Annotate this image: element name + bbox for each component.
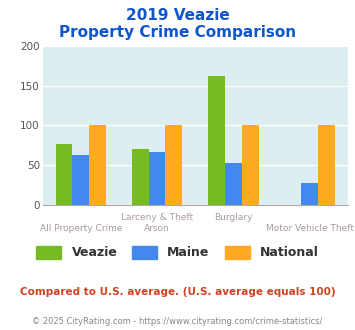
Bar xyxy=(301,183,318,205)
Text: Larceny & Theft: Larceny & Theft xyxy=(121,213,193,222)
Bar xyxy=(225,163,242,205)
Bar xyxy=(318,125,335,205)
Bar xyxy=(165,125,182,205)
Text: Burglary: Burglary xyxy=(214,213,253,222)
Text: © 2025 CityRating.com - https://www.cityrating.com/crime-statistics/: © 2025 CityRating.com - https://www.city… xyxy=(32,317,323,326)
Bar xyxy=(242,125,258,205)
Bar xyxy=(208,76,225,205)
Text: Compared to U.S. average. (U.S. average equals 100): Compared to U.S. average. (U.S. average … xyxy=(20,287,335,297)
Text: Property Crime Comparison: Property Crime Comparison xyxy=(59,25,296,40)
Bar xyxy=(132,149,149,205)
Text: Arson: Arson xyxy=(144,224,170,233)
Text: All Property Crime: All Property Crime xyxy=(39,224,122,233)
Bar xyxy=(89,125,106,205)
Bar xyxy=(56,144,72,205)
Bar xyxy=(72,155,89,205)
Text: Motor Vehicle Theft: Motor Vehicle Theft xyxy=(266,224,354,233)
Text: 2019 Veazie: 2019 Veazie xyxy=(126,8,229,23)
Bar xyxy=(149,152,165,205)
Legend: Veazie, Maine, National: Veazie, Maine, National xyxy=(32,241,323,264)
